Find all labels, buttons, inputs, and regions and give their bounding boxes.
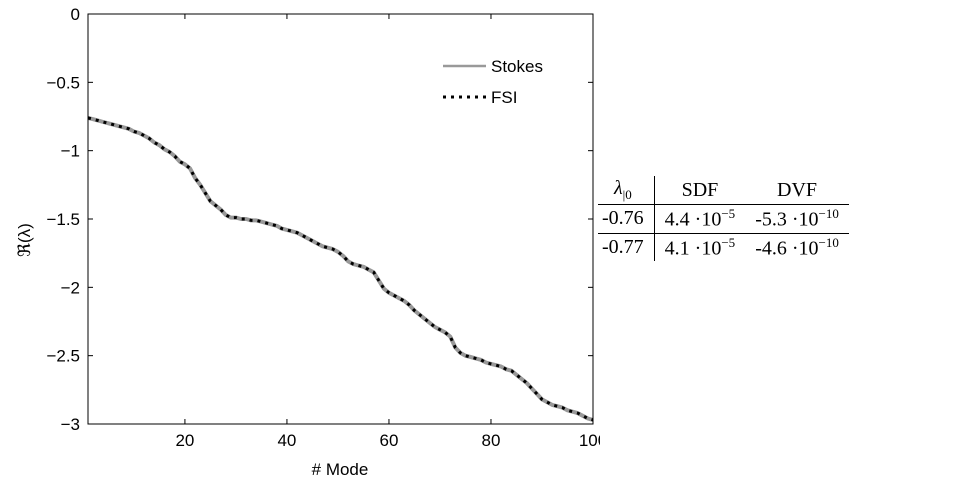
x-tick-label: 40 — [277, 431, 296, 450]
y-tick-label: −2 — [61, 278, 80, 297]
x-axis-title: # Mode — [312, 460, 369, 479]
header-lambda: λ|0 — [598, 176, 655, 205]
axis-ticks: 20 40 60 80 100 0 −0.5 −1 −1.5 −2 −2.5 −3 — [46, 5, 600, 450]
cell-lambda: -0.77 — [598, 233, 655, 262]
y-tick-label: −1 — [61, 142, 80, 161]
legend: Stokes FSI — [443, 57, 543, 107]
cell-dvf: -5.3 ·10−10 — [745, 204, 849, 234]
y-tick-label: −0.5 — [46, 73, 80, 92]
table-header-row: λ|0 SDF DVF — [598, 176, 849, 205]
x-tick-label: 20 — [175, 431, 194, 450]
plot-area — [87, 115, 594, 422]
header-sdf: SDF — [654, 176, 746, 205]
legend-label-fsi: FSI — [491, 88, 517, 107]
x-tick-label: 80 — [482, 431, 501, 450]
cell-dvf: -4.6 ·10−10 — [755, 234, 839, 260]
y-tick-label: −2.5 — [46, 347, 80, 366]
cell-sdf: 4.1 ·10−5 — [664, 234, 736, 260]
y-tick-label: 0 — [71, 5, 80, 24]
legend-label-stokes: Stokes — [491, 57, 543, 76]
eigenvalue-table: λ|0 SDF DVF -0.76 4.4 ·10−5 -5.3 ·10−10 … — [598, 176, 849, 262]
series-line-stokes — [87, 115, 594, 422]
table-row: -0.76 4.4 ·10−5 -5.3 ·10−10 — [598, 204, 849, 234]
y-axis-title: ℜ(λ) — [15, 223, 34, 257]
cell-sdf: 4.4 ·10−5 — [654, 204, 746, 234]
results-table: λ|0 SDF DVF -0.76 4.4 ·10−5 -5.3 ·10−10 … — [598, 176, 849, 262]
series-line-fsi — [87, 116, 594, 422]
table-row: -0.77 4.1 ·10−5 -4.6 ·10−10 — [598, 233, 849, 262]
header-dvf: DVF — [745, 176, 849, 205]
cell-lambda: -0.76 — [598, 204, 655, 234]
y-tick-label: −1.5 — [46, 210, 80, 229]
y-tick-label: −3 — [61, 415, 80, 434]
x-tick-label: 60 — [379, 431, 398, 450]
chart: 20 40 60 80 100 0 −0.5 −1 −1.5 −2 −2.5 −3 # Mode ℜ(… — [15, 5, 600, 479]
x-tick-label: 100 — [579, 431, 600, 450]
